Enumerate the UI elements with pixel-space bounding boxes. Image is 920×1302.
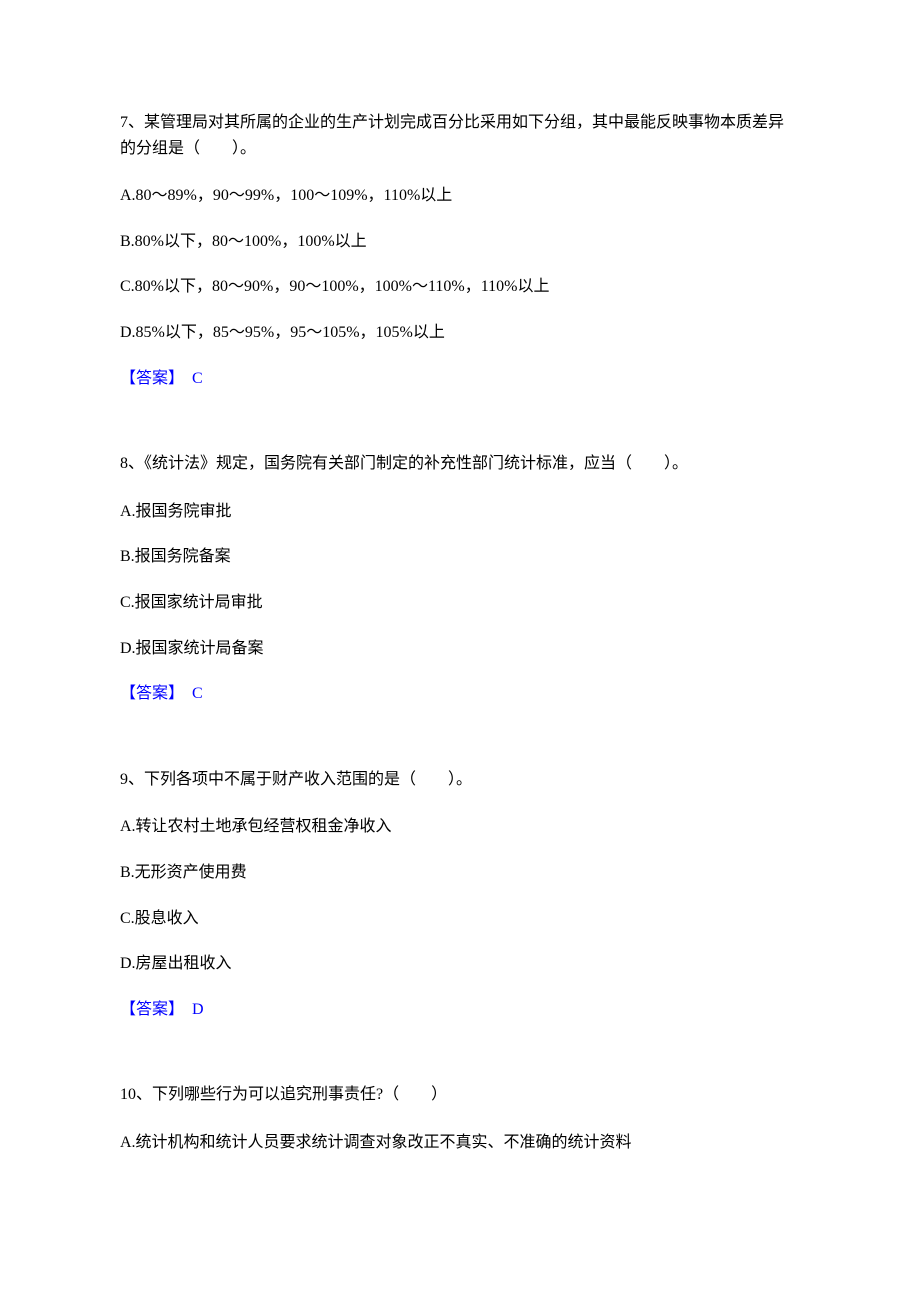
option-c: C.股息收入 bbox=[120, 906, 800, 932]
question-body: 某管理局对其所属的企业的生产计划完成百分比采用如下分组，其中最能反映事物本质差异… bbox=[120, 114, 784, 157]
option-b: B.无形资产使用费 bbox=[120, 860, 800, 886]
question-number: 7、 bbox=[120, 114, 144, 131]
answer-label: 【答案】 bbox=[120, 370, 184, 387]
option-d: D.房屋出租收入 bbox=[120, 951, 800, 977]
option-c: C.报国家统计局审批 bbox=[120, 590, 800, 616]
option-b: B.80%以下，80～100%，100%以上 bbox=[120, 229, 800, 255]
option-a: A.80～89%，90～99%，100～109%，110%以上 bbox=[120, 183, 800, 209]
question-body: 下列各项中不属于财产收入范围的是（ ）。 bbox=[144, 771, 472, 788]
question-text: 10、下列哪些行为可以追究刑事责任?（ ） bbox=[120, 1082, 800, 1108]
answer: 【答案】 D bbox=[120, 997, 800, 1023]
question-10: 10、下列哪些行为可以追究刑事责任?（ ） A.统计机构和统计人员要求统计调查对… bbox=[120, 1082, 800, 1155]
option-a: A.转让农村土地承包经营权租金净收入 bbox=[120, 814, 800, 840]
question-number: 8、 bbox=[120, 455, 144, 472]
option-c: C.80%以下，80～90%，90～100%，100%～110%，110%以上 bbox=[120, 274, 800, 300]
question-8: 8、《统计法》规定，国务院有关部门制定的补充性部门统计标准，应当（ ）。 A.报… bbox=[120, 451, 800, 707]
option-b: B.报国务院备案 bbox=[120, 544, 800, 570]
answer-value: D bbox=[192, 1001, 204, 1018]
answer: 【答案】 C bbox=[120, 681, 800, 707]
answer-label: 【答案】 bbox=[120, 685, 184, 702]
option-d: D.报国家统计局备案 bbox=[120, 636, 800, 662]
question-body: 《统计法》规定，国务院有关部门制定的补充性部门统计标准，应当（ ）。 bbox=[144, 455, 688, 472]
question-body: 下列哪些行为可以追究刑事责任?（ ） bbox=[152, 1086, 447, 1103]
question-text: 8、《统计法》规定，国务院有关部门制定的补充性部门统计标准，应当（ ）。 bbox=[120, 451, 800, 477]
question-7: 7、某管理局对其所属的企业的生产计划完成百分比采用如下分组，其中最能反映事物本质… bbox=[120, 110, 800, 391]
answer-value: C bbox=[192, 685, 203, 702]
answer-label: 【答案】 bbox=[120, 1001, 184, 1018]
question-number: 10、 bbox=[120, 1086, 152, 1103]
answer-value: C bbox=[192, 370, 203, 387]
question-number: 9、 bbox=[120, 771, 144, 788]
option-a: A.报国务院审批 bbox=[120, 499, 800, 525]
question-9: 9、下列各项中不属于财产收入范围的是（ ）。 A.转让农村土地承包经营权租金净收… bbox=[120, 767, 800, 1023]
question-text: 9、下列各项中不属于财产收入范围的是（ ）。 bbox=[120, 767, 800, 793]
option-a: A.统计机构和统计人员要求统计调查对象改正不真实、不准确的统计资料 bbox=[120, 1130, 800, 1156]
option-d: D.85%以下，85～95%，95～105%，105%以上 bbox=[120, 320, 800, 346]
answer: 【答案】 C bbox=[120, 366, 800, 392]
question-text: 7、某管理局对其所属的企业的生产计划完成百分比采用如下分组，其中最能反映事物本质… bbox=[120, 110, 800, 161]
